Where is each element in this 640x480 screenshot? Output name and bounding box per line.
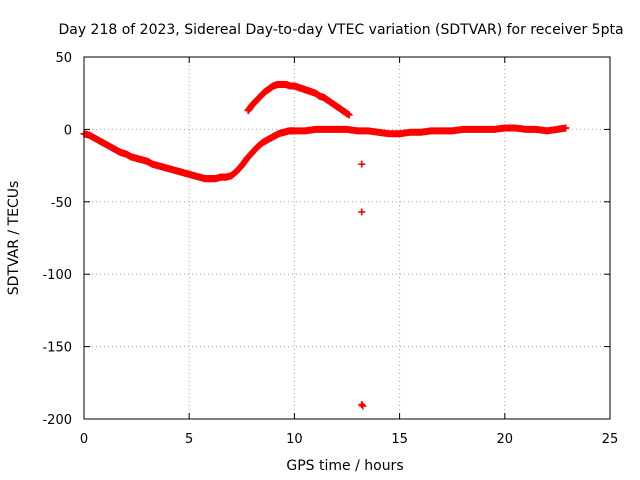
plot-frame (83, 56, 611, 420)
x-axis-label: GPS time / hours (286, 458, 403, 474)
data-point (358, 160, 366, 168)
data-point (359, 402, 367, 410)
x-tick-label: 25 (602, 432, 619, 447)
data-marks (80, 81, 570, 410)
axis-ticks: 0 5 10 15 20 25 50 0 -50 -100 -150 -200 (42, 51, 618, 447)
y-tick-label: 50 (55, 51, 72, 66)
data-point (562, 124, 570, 132)
series-arc (244, 81, 353, 119)
data-point (358, 208, 366, 216)
y-tick-label: -50 (51, 196, 72, 211)
y-tick-label: -100 (42, 268, 72, 283)
y-tick-label: 0 (64, 123, 72, 138)
series-main-track (80, 124, 570, 183)
grid (84, 57, 610, 419)
y-tick-label: -200 (42, 413, 72, 428)
series-outliers (358, 160, 367, 410)
y-axis-label: SDTVAR / TECUs (6, 181, 22, 296)
x-tick-label: 0 (80, 432, 88, 447)
y-tick-label: -150 (42, 341, 72, 356)
chart-title: Day 218 of 2023, Sidereal Day-to-day VTE… (58, 22, 623, 38)
x-tick-label: 20 (497, 432, 514, 447)
data-point (358, 401, 366, 409)
x-tick-label: 15 (391, 432, 408, 447)
x-tick-label: 5 (185, 432, 193, 447)
data-point (345, 111, 353, 119)
x-tick-label: 10 (286, 432, 303, 447)
